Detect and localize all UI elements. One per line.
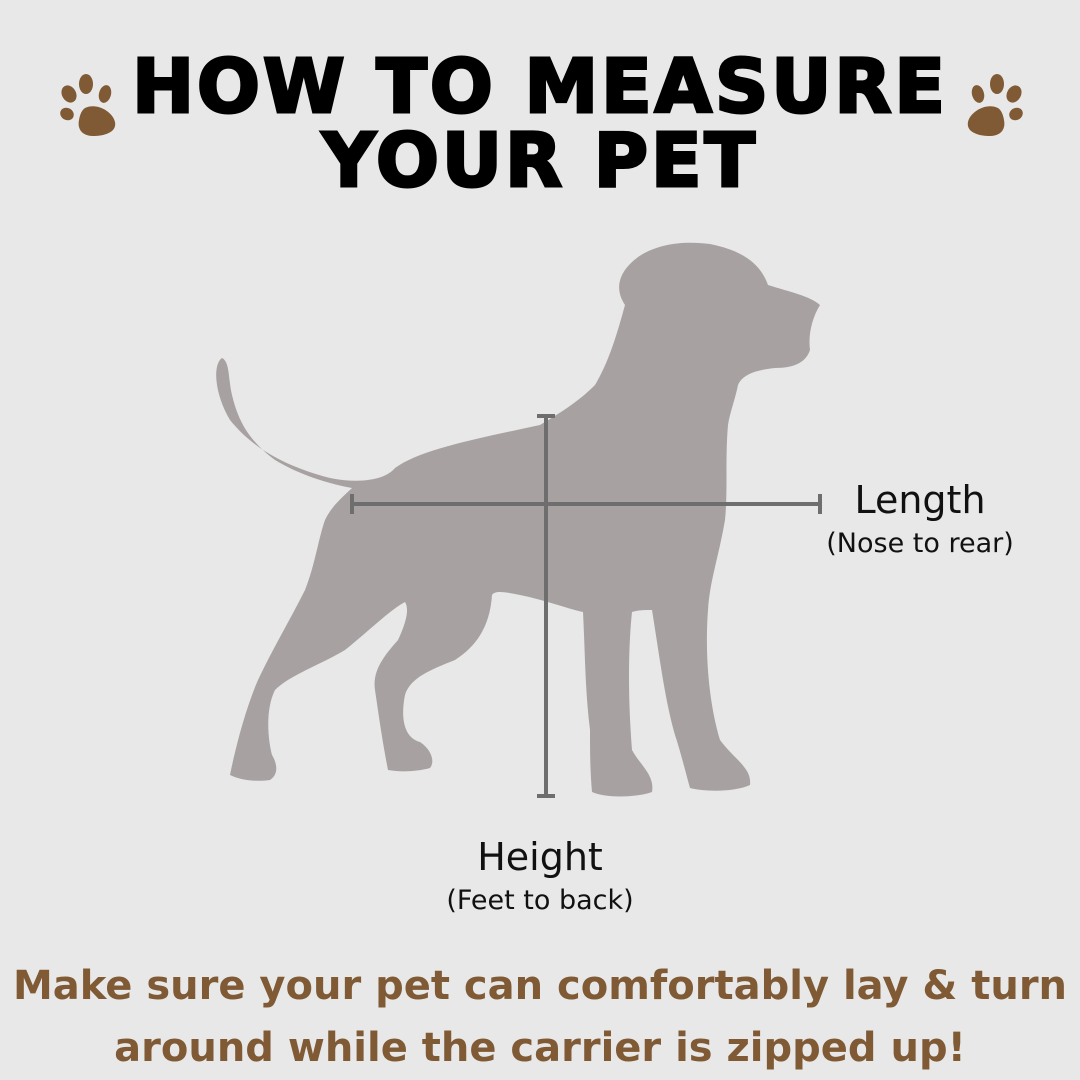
title-line-1: HOW TO MEASURE: [131, 44, 948, 130]
height-title: Height: [477, 835, 603, 879]
paw-print-icon: [60, 74, 116, 136]
carrier-note: Make sure your pet can comfortably lay &…: [0, 955, 1080, 1079]
paw-print-icon: [967, 74, 1023, 136]
height-detail: (Feet to back): [446, 885, 634, 916]
note-line-2: around while the carrier is zipped up!: [114, 1025, 966, 1071]
height-label: Height (Feet to back): [420, 835, 660, 916]
dog-silhouette: [216, 242, 820, 797]
note-line-1: Make sure your pet can comfortably lay &…: [12, 963, 1068, 1009]
length-label: Length (Nose to rear): [820, 478, 1020, 559]
title-line-2: YOUR PET: [321, 118, 758, 204]
page-title: HOW TO MEASURE YOUR PET: [0, 44, 1080, 204]
length-title: Length: [854, 478, 986, 522]
length-detail: (Nose to rear): [826, 528, 1014, 559]
